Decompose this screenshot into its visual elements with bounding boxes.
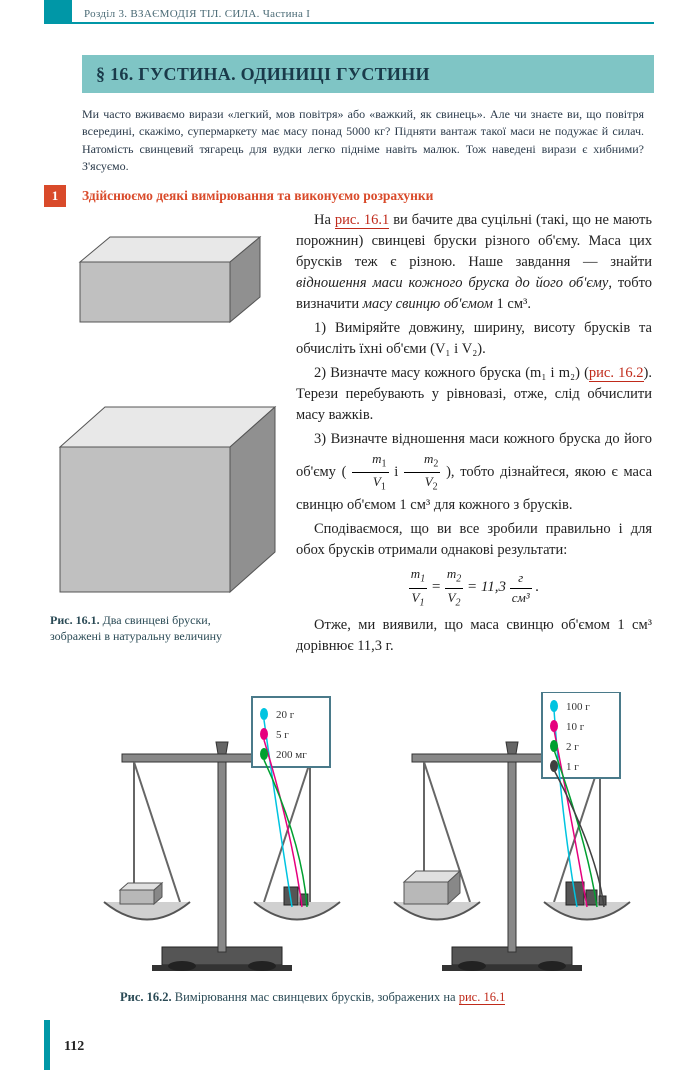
intro-paragraph: Ми часто вживаємо вирази «легкий, мов по… xyxy=(82,106,644,176)
ref-fig-16-1: рис. 16.1 xyxy=(335,212,389,229)
section-title: § 16. ГУСТИНА. ОДИНИЦІ ГУСТИНИ xyxy=(96,64,430,85)
figure-16-1-caption: Рис. 16.1. Два свинцеві бруски, зображен… xyxy=(50,612,250,644)
svg-text:100 г: 100 г xyxy=(566,701,590,713)
svg-text:5 г: 5 г xyxy=(276,729,289,741)
header-divider xyxy=(44,22,654,24)
svg-text:2 г: 2 г xyxy=(566,741,579,753)
chapter-label: Розділ 3. ВЗАЄМОДІЯ ТІЛ. СИЛА. Частина I xyxy=(84,8,310,20)
svg-text:10 г: 10 г xyxy=(566,721,585,733)
weight-label: 20 г xyxy=(276,709,295,721)
sub-heading: Здійснюємо деякі вимірювання та виконуєм… xyxy=(82,188,433,204)
section-title-box: § 16. ГУСТИНА. ОДИНИЦІ ГУСТИНИ xyxy=(82,55,654,93)
header-accent-square xyxy=(44,0,72,22)
page-accent-bar xyxy=(44,1020,50,1070)
ref-fig-16-2: рис. 16.2 xyxy=(589,365,644,382)
figure-16-1 xyxy=(50,212,284,602)
svg-text:200 мг: 200 мг xyxy=(276,749,307,761)
page-number: 112 xyxy=(64,1039,84,1055)
figure-16-2: 20 г 5 г 200 мг xyxy=(92,692,652,982)
density-formula: m1V1 = m2V2 = 11,3 гсм³ . xyxy=(296,565,652,610)
figure-16-2-caption: Рис. 16.2. Вимірювання мас свинцевих бру… xyxy=(120,990,505,1005)
step-marker: 1 xyxy=(44,185,66,207)
svg-text:1 г: 1 г xyxy=(566,761,579,773)
main-text: На рис. 16.1 ви бачите два суцільні (так… xyxy=(296,210,652,660)
